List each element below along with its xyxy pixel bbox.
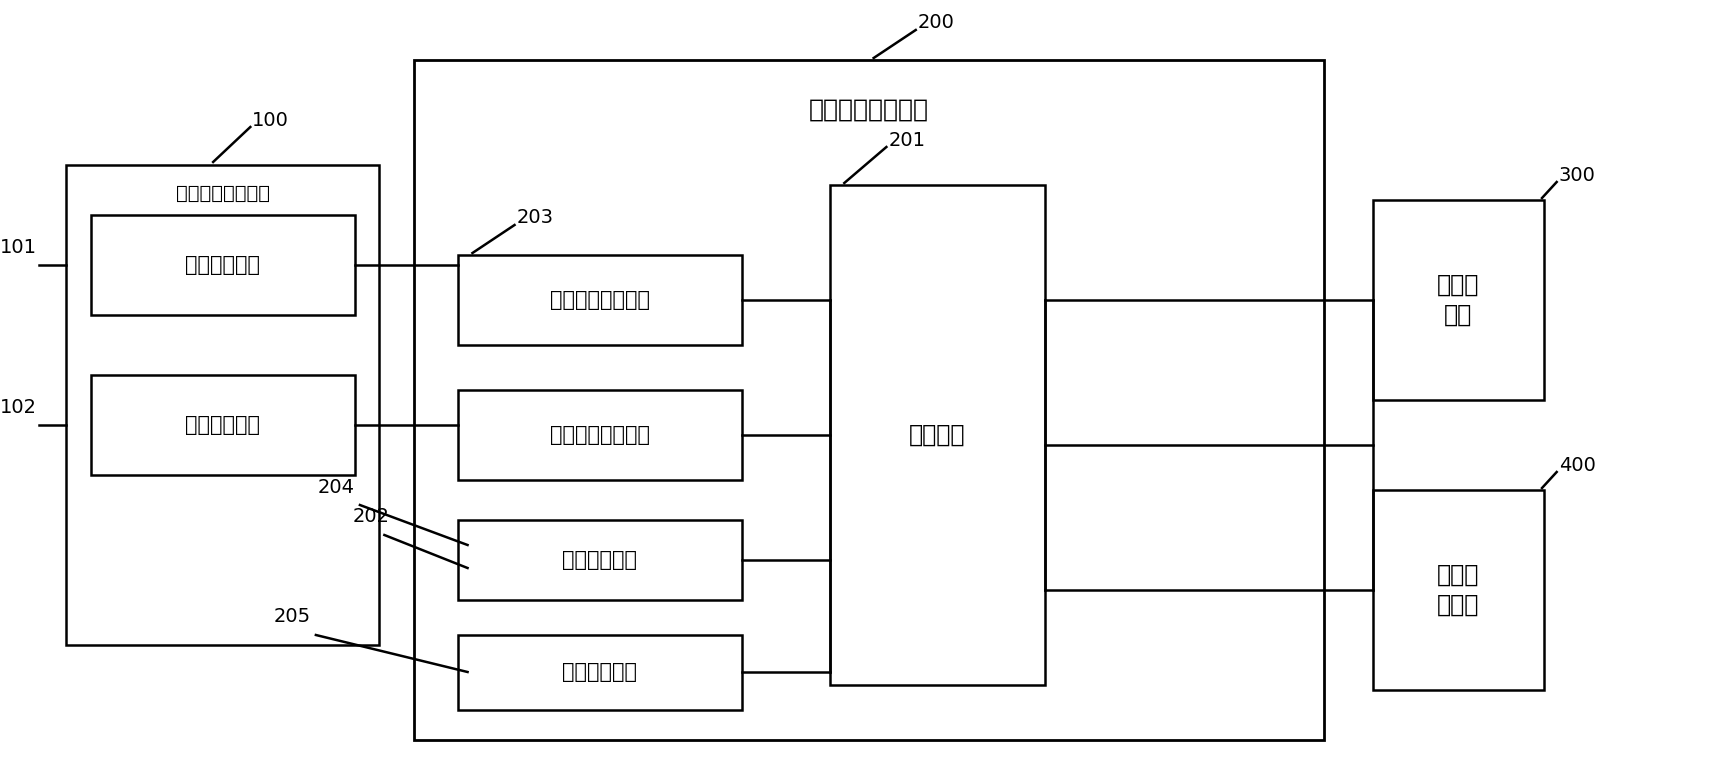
Text: 道闸控制模块: 道闸控制模块 [562,550,637,570]
Text: 车辆识别模块: 车辆识别模块 [562,662,637,683]
Text: 第二监控相机: 第二监控相机 [185,415,260,435]
Text: 第二相机驱动模块: 第二相机驱动模块 [550,425,650,445]
Text: 第一监控相机: 第一监控相机 [185,255,260,275]
Bar [414,60,1323,740]
Text: 100: 100 [252,111,290,129]
Bar [91,375,355,475]
Text: 203: 203 [516,208,554,227]
Bar [1373,200,1544,400]
Text: 出入口集成控制机: 出入口集成控制机 [809,98,928,122]
Text: 400: 400 [1559,456,1596,474]
Bar [830,185,1045,685]
Text: 101: 101 [0,238,36,256]
Text: 语音播
报模块: 语音播 报模块 [1437,563,1480,617]
Bar [457,635,742,710]
Text: 102: 102 [0,397,36,416]
Text: 主控制器: 主控制器 [909,423,966,447]
Text: 201: 201 [888,130,925,150]
Bar [66,165,380,645]
Bar [91,215,355,315]
Text: 205: 205 [274,608,310,626]
Text: 双向识别相机模组: 双向识别相机模组 [176,183,269,202]
Text: 300: 300 [1559,165,1596,184]
Bar [1373,490,1544,690]
Bar [457,390,742,480]
Text: 双向显
示屏: 双向显 示屏 [1437,273,1480,327]
Text: 202: 202 [352,507,390,527]
Text: 204: 204 [317,477,355,496]
Bar [457,520,742,600]
Bar [457,255,742,345]
Text: 第一相机驱动模块: 第一相机驱动模块 [550,290,650,310]
Text: 200: 200 [918,13,954,31]
